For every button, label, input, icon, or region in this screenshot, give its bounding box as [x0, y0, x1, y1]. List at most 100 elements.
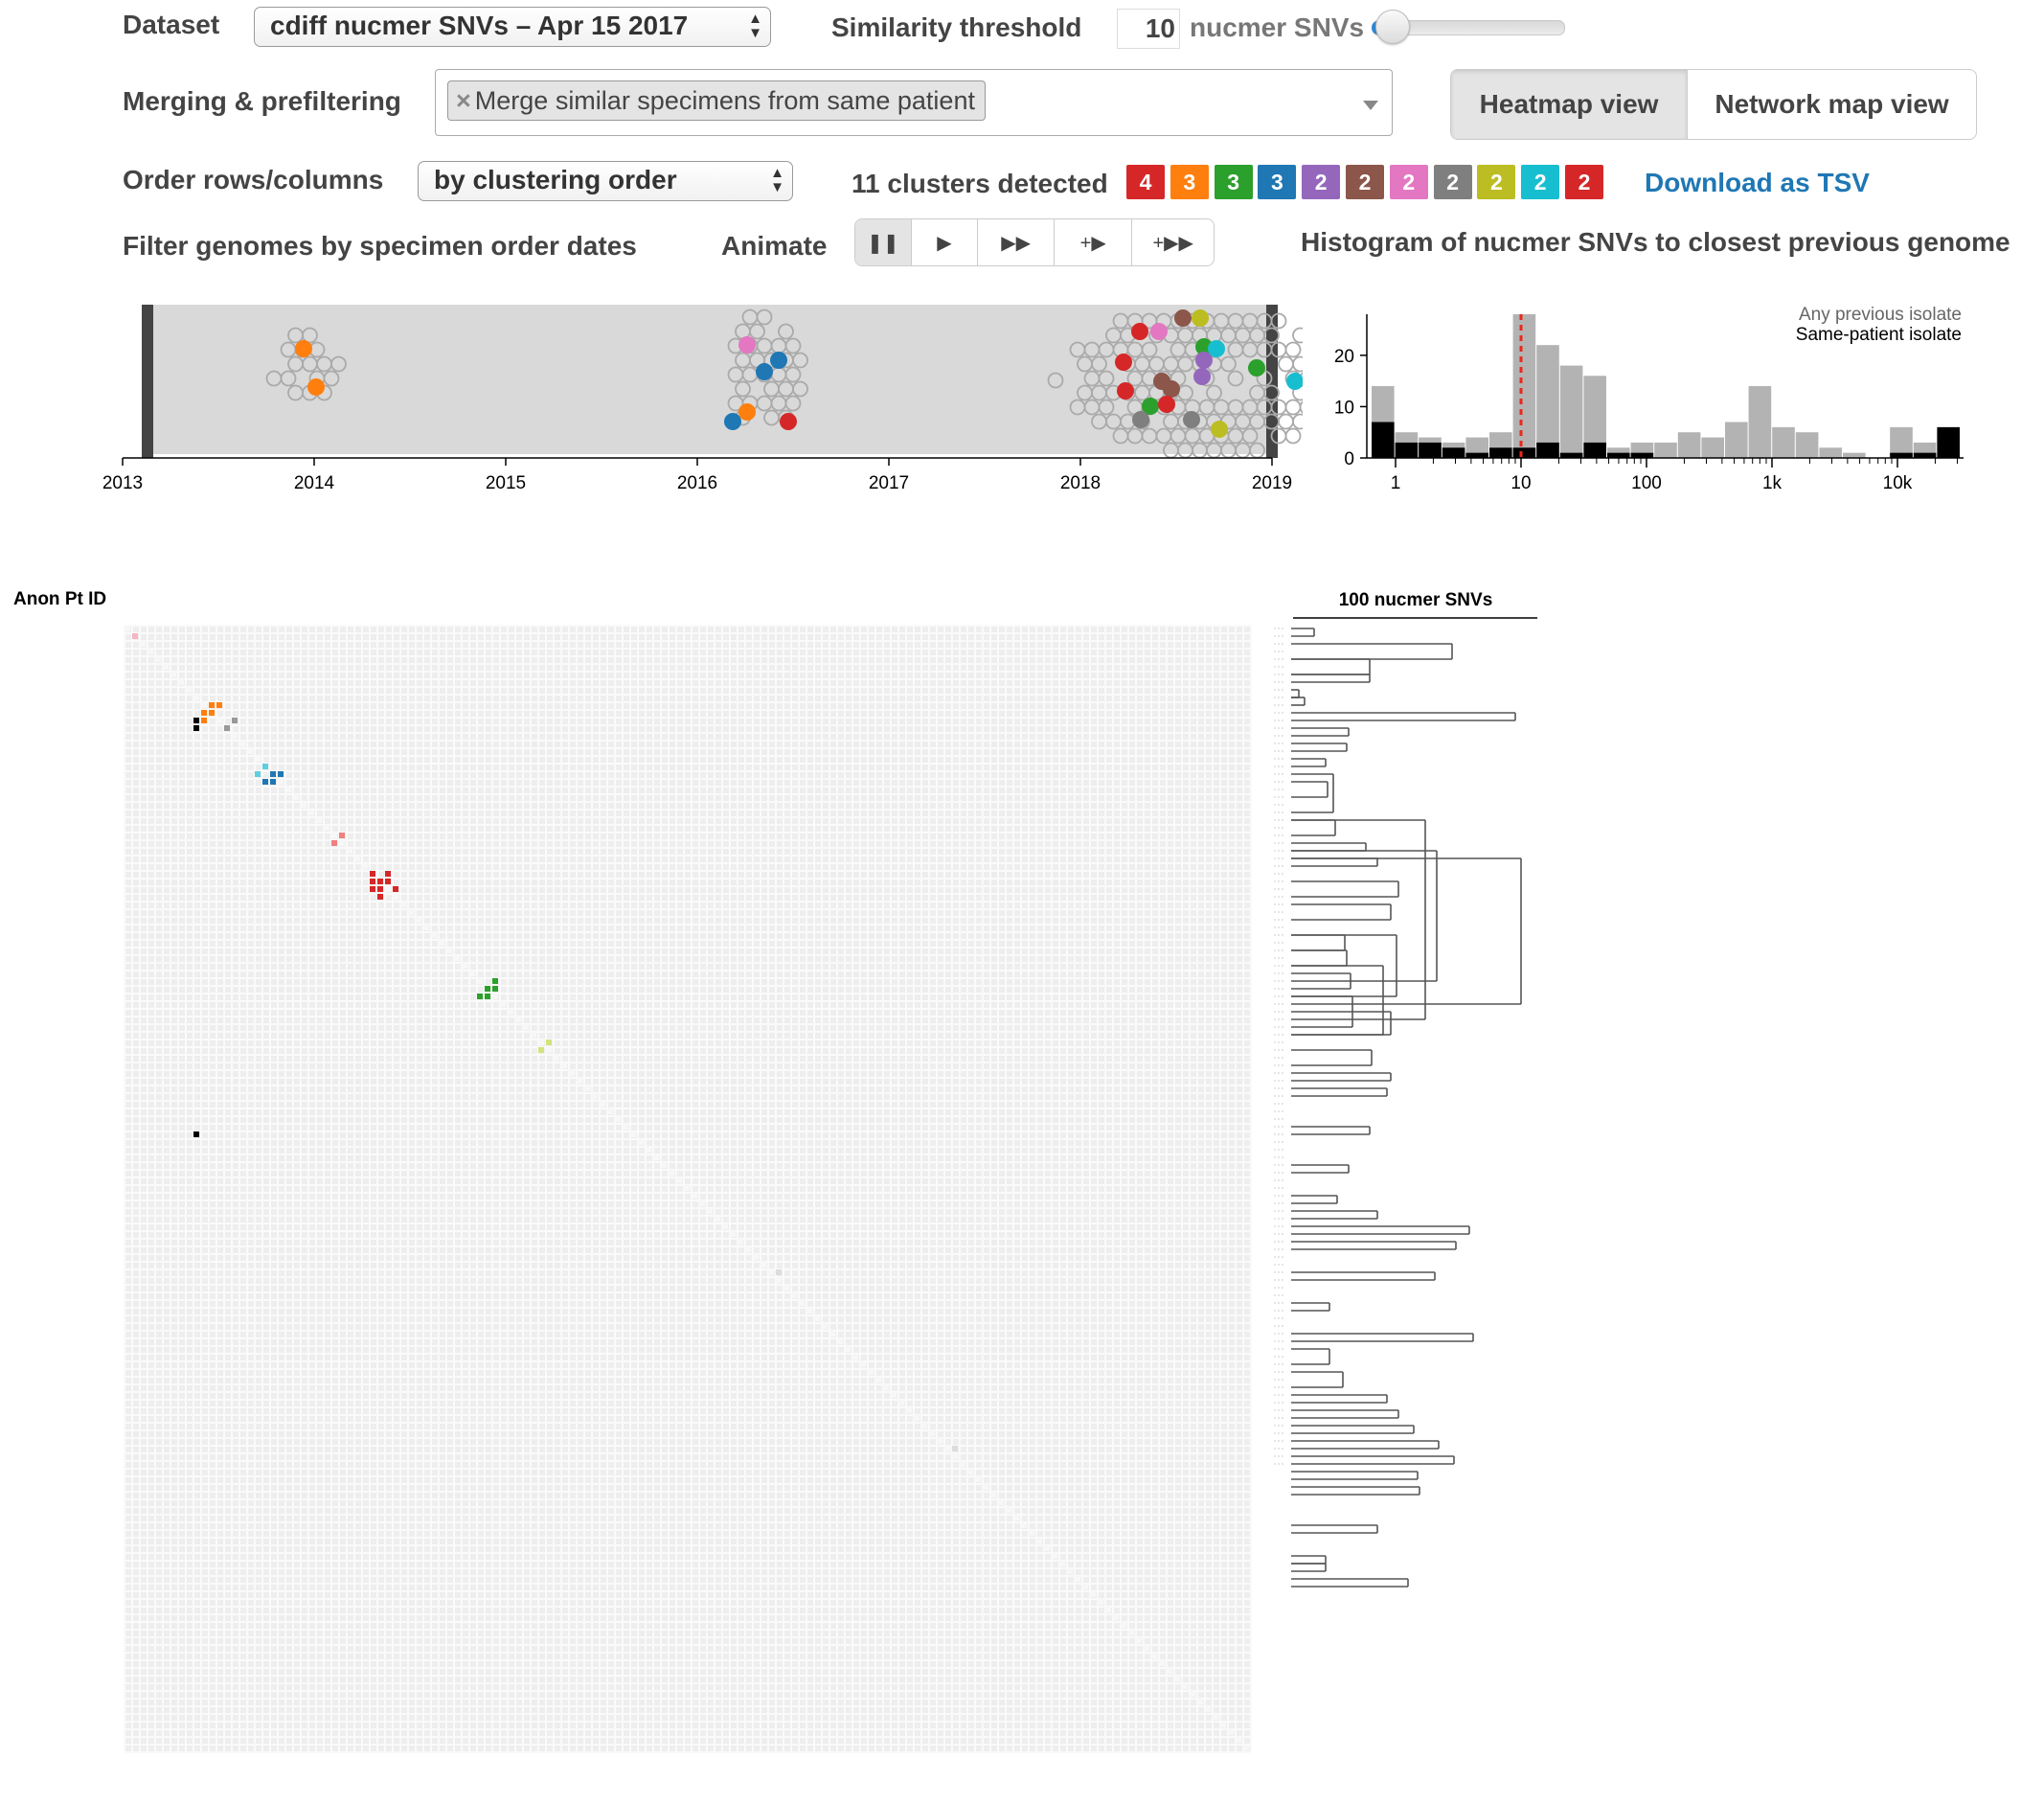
heatmap-cell[interactable]	[370, 879, 375, 884]
fast-forward-icon[interactable]: ▶▶	[977, 219, 1054, 265]
histogram-bar-any[interactable]	[1677, 432, 1701, 458]
heatmap-matrix[interactable]	[124, 625, 1252, 1753]
timeline-chart[interactable]: 2013 2014 2015 2016 2017 2018 2019	[96, 287, 1303, 498]
heatmap-cell[interactable]	[209, 710, 215, 716]
timeline-cluster-dot[interactable]	[780, 413, 797, 430]
cluster-badge[interactable]: 4	[1126, 165, 1165, 199]
cluster-badge[interactable]: 2	[1302, 165, 1341, 199]
histogram-bar-same[interactable]	[1372, 422, 1395, 459]
timeline-cluster-dot[interactable]	[770, 352, 787, 369]
pause-icon[interactable]: ❚❚	[855, 219, 911, 265]
timeline-cluster-dot[interactable]	[1286, 373, 1304, 390]
timeline-genome-dot[interactable]	[1270, 312, 1287, 330]
heatmap-cell[interactable]	[776, 1269, 782, 1275]
histogram-bar-any[interactable]	[1843, 452, 1866, 458]
heatmap-cell[interactable]	[485, 994, 490, 999]
cluster-badge[interactable]: 2	[1565, 165, 1603, 199]
timeline-cluster-dot[interactable]	[738, 336, 756, 354]
heatmap-cell[interactable]	[377, 886, 383, 892]
heatmap-cell[interactable]	[952, 1446, 958, 1451]
timeline-genome-dot[interactable]	[1141, 341, 1158, 358]
heatmap-cell[interactable]	[492, 978, 498, 984]
timeline-genome-dot[interactable]	[1284, 399, 1302, 416]
cluster-badge[interactable]: 2	[1389, 165, 1428, 199]
timeline-genome-dot[interactable]	[1284, 341, 1302, 358]
timeline-cluster-dot[interactable]	[1131, 323, 1148, 340]
heatmap-cell[interactable]	[385, 879, 391, 884]
heatmap-panel[interactable]: 100 nucmer SNVs	[0, 575, 2044, 1805]
heatmap-cell[interactable]	[193, 718, 199, 723]
dataset-select[interactable]: cdiff nucmer SNVs – Apr 15 2017 ▲ ▼	[254, 7, 771, 47]
timeline-genome-dot[interactable]	[302, 327, 318, 344]
timeline-genome-dot[interactable]	[1299, 400, 1304, 415]
timeline-genome-dot[interactable]	[792, 352, 808, 369]
timeline-genome-dot[interactable]	[1241, 427, 1259, 445]
histogram-bar-any[interactable]	[1559, 365, 1583, 458]
timeline-cluster-dot[interactable]	[1193, 368, 1211, 385]
timeline-cluster-dot[interactable]	[724, 413, 741, 430]
heatmap-cell[interactable]	[377, 879, 383, 884]
histogram-bar-same[interactable]	[1512, 447, 1536, 458]
timeline-cluster-dot[interactable]	[1174, 309, 1192, 327]
timeline-genome-dot[interactable]	[784, 366, 802, 383]
timeline-genome-dot[interactable]	[784, 395, 802, 412]
histogram-bar-any[interactable]	[1795, 432, 1819, 458]
histogram-bar-same[interactable]	[1489, 447, 1512, 458]
timeline-genome-dot[interactable]	[1278, 355, 1294, 373]
timeline-genome-dot[interactable]	[756, 308, 773, 326]
heatmap-cell[interactable]	[224, 725, 230, 731]
order-select[interactable]: by clustering order ▲ ▼	[418, 161, 793, 201]
histogram-bar-same[interactable]	[1630, 452, 1654, 458]
histogram-chart[interactable]: 0 10 20 1 10 100 1k 10k Any previous isolate Sa…	[1322, 287, 1992, 498]
heatmap-cell[interactable]	[377, 894, 383, 900]
timeline-cluster-dot[interactable]	[295, 340, 312, 357]
timeline-genome-dot[interactable]	[1292, 355, 1303, 373]
heatmap-cell[interactable]	[193, 725, 199, 731]
heatmap-cell[interactable]	[477, 994, 483, 999]
download-tsv-link[interactable]: Download as TSV	[1645, 168, 1870, 197]
histogram-bar-same[interactable]	[1937, 426, 1960, 458]
timeline-genome-dot[interactable]	[323, 370, 340, 387]
plus-play-icon[interactable]: +▶	[1053, 219, 1132, 265]
histogram-bar-any[interactable]	[1890, 426, 1913, 458]
timeline-genome-dot[interactable]	[1098, 399, 1115, 416]
timeline-cluster-dot[interactable]	[1208, 340, 1225, 357]
dropdown-caret-icon[interactable]	[1363, 101, 1378, 110]
cluster-badge[interactable]: 3	[1214, 165, 1253, 199]
timeline-genome-dot[interactable]	[1220, 355, 1237, 373]
merging-multiselect[interactable]: × Merge similar specimens from same patie…	[435, 69, 1393, 136]
timeline-genome-dot[interactable]	[749, 323, 765, 340]
heatmap-cell[interactable]	[331, 840, 337, 846]
timeline-genome-dot[interactable]	[784, 337, 802, 354]
timeline-cluster-dot[interactable]	[1192, 309, 1209, 327]
chip-remove-icon[interactable]: ×	[456, 86, 471, 115]
timeline-cluster-dot[interactable]	[1248, 359, 1265, 377]
heatmap-cell[interactable]	[546, 1040, 552, 1045]
histogram-bar-same[interactable]	[1395, 442, 1419, 458]
play-icon[interactable]: ▶	[910, 219, 978, 265]
histogram-bar-any[interactable]	[1772, 426, 1795, 458]
cluster-badge[interactable]: 2	[1521, 165, 1560, 199]
histogram-bar-any[interactable]	[1819, 447, 1842, 458]
heatmap-cell[interactable]	[393, 886, 398, 892]
timeline-genome-dot[interactable]	[1292, 413, 1303, 430]
heatmap-cell[interactable]	[492, 986, 498, 992]
histogram-bar-same[interactable]	[1419, 442, 1442, 458]
plus-fast-forward-icon[interactable]: +▶▶	[1131, 219, 1214, 265]
heatmap-cell[interactable]	[485, 986, 490, 992]
histogram-bar-any[interactable]	[1583, 376, 1606, 458]
timeline-cluster-dot[interactable]	[1163, 380, 1180, 398]
timeline-genome-dot[interactable]	[1098, 370, 1115, 387]
timeline-cluster-dot[interactable]	[738, 403, 756, 421]
heatmap-cell[interactable]	[385, 871, 391, 877]
timeline-cluster-dot[interactable]	[307, 378, 325, 396]
histogram-bar-same[interactable]	[1890, 452, 1913, 458]
network-map-view-button[interactable]: Network map view	[1687, 70, 1976, 139]
histogram-bar-same[interactable]	[1913, 452, 1937, 458]
heatmap-cell[interactable]	[209, 702, 215, 708]
heatmap-cell[interactable]	[216, 702, 222, 708]
timeline-genome-dot[interactable]	[1278, 413, 1294, 430]
histogram-bar-same[interactable]	[1536, 442, 1559, 458]
timeline-genome-dot[interactable]	[1206, 384, 1222, 401]
timeline-genome-dot[interactable]	[735, 380, 751, 398]
